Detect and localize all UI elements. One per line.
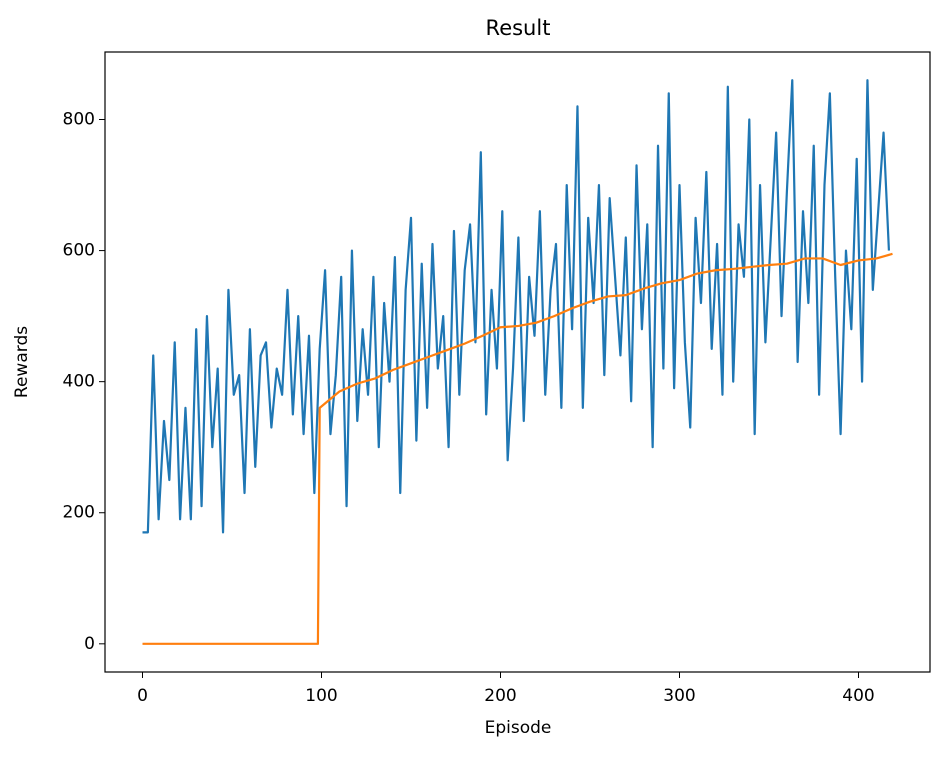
y-tick-label: 600 bbox=[63, 241, 95, 261]
y-tick-label: 0 bbox=[84, 634, 95, 654]
y-tick-label: 400 bbox=[63, 372, 95, 392]
y-tick-label: 800 bbox=[63, 110, 95, 130]
series-line bbox=[142, 79, 891, 534]
series-line bbox=[142, 252, 893, 645]
y-axis-label: Rewards bbox=[12, 326, 32, 398]
x-tick-label: 100 bbox=[305, 686, 337, 706]
plot-frame bbox=[104, 51, 931, 673]
x-tick-label: 400 bbox=[842, 686, 874, 706]
x-tick-label: 200 bbox=[484, 686, 516, 706]
chart-title: Result bbox=[486, 16, 551, 40]
y-tick-label: 200 bbox=[63, 503, 95, 523]
x-tick-label: 300 bbox=[663, 686, 695, 706]
x-axis-label: Episode bbox=[485, 718, 552, 738]
x-tick-label: 0 bbox=[137, 686, 148, 706]
